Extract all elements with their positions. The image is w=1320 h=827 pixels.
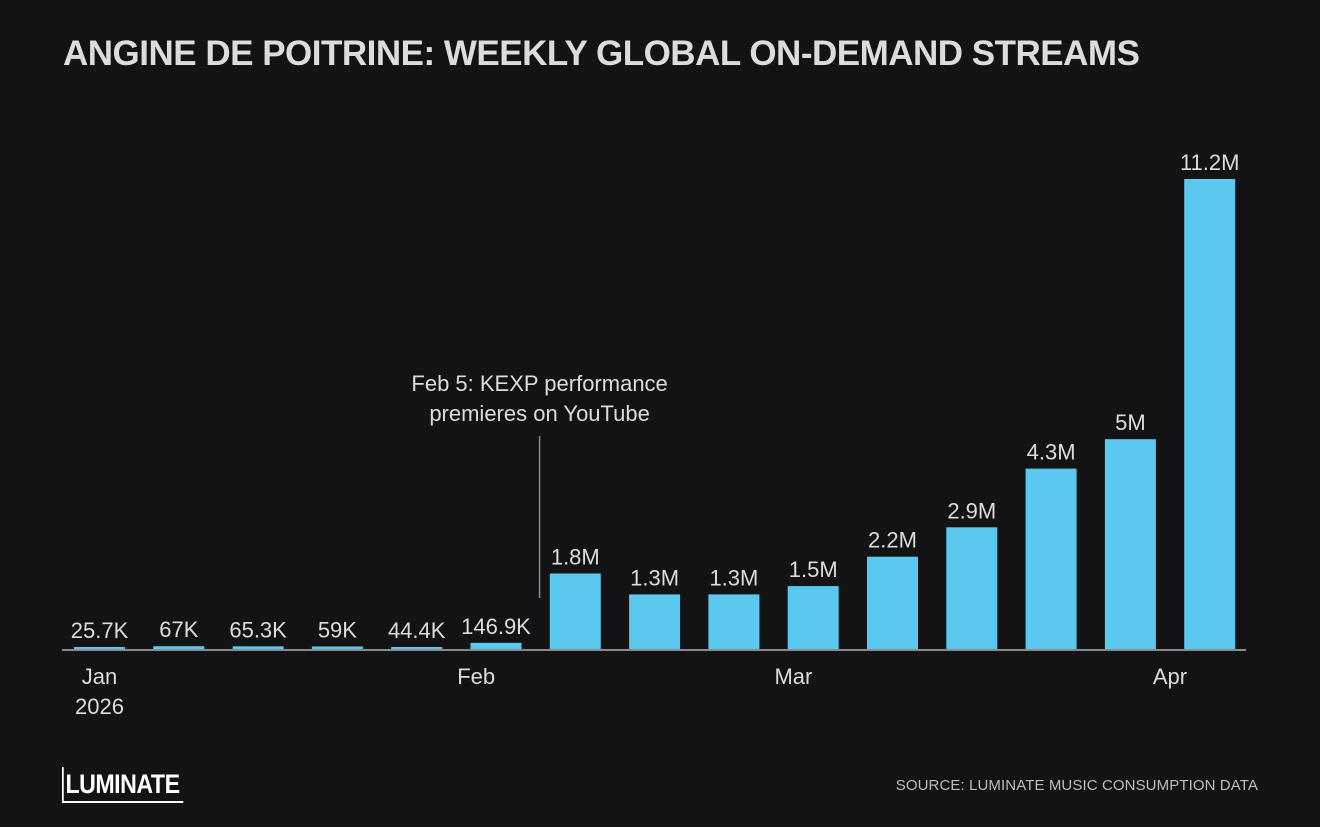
bar	[391, 647, 443, 649]
data-label: 4.3M	[1027, 440, 1076, 465]
data-label: 59K	[318, 618, 357, 643]
x-tick-label: 2026	[75, 694, 124, 719]
data-labels-layer: 25.7K 67K 65.3K 59K 44.4K 146.9K 1.8M 1.3M 1.3M 1…	[71, 150, 1240, 643]
bar	[946, 527, 998, 649]
luminate-logo: LUMINATE	[62, 767, 183, 803]
data-label: 67K	[159, 617, 198, 642]
annotation: Feb 5: KEXP performance premieres on YouT…	[411, 371, 668, 598]
annotation-text: Feb 5: KEXP performance	[411, 371, 667, 396]
bar	[232, 646, 284, 649]
bar	[629, 594, 681, 649]
source-note: SOURCE: LUMINATE MUSIC CONSUMPTION DATA	[895, 777, 1258, 794]
bar	[74, 647, 125, 649]
data-label: 65.3K	[229, 617, 287, 642]
data-label: 1.3M	[630, 565, 679, 590]
bars-layer	[74, 179, 1236, 649]
bar	[708, 594, 760, 649]
x-tick-labels-layer: Jan 2026 Feb Mar Apr	[75, 664, 1187, 719]
bar	[787, 586, 839, 649]
x-tick-label: Jan	[82, 664, 117, 689]
annotation-text: premieres on YouTube	[429, 401, 650, 426]
data-label: 1.3M	[709, 565, 758, 590]
data-label: 5M	[1115, 410, 1146, 435]
data-label: 2.2M	[868, 528, 917, 553]
data-label: 1.8M	[551, 545, 600, 570]
x-tick-label: Apr	[1153, 664, 1187, 689]
bar	[470, 642, 522, 649]
data-label: 1.5M	[789, 557, 838, 582]
data-label: 44.4K	[388, 618, 446, 643]
data-label: 2.9M	[947, 498, 996, 523]
bar	[1184, 179, 1236, 649]
x-tick-label: Feb	[457, 664, 495, 689]
bar	[549, 573, 601, 649]
data-label: 146.9K	[461, 614, 531, 639]
bar	[311, 646, 363, 649]
data-label: 11.2M	[1180, 150, 1240, 175]
x-tick-label: Mar	[774, 664, 812, 689]
bar-chart: 25.7K 67K 65.3K 59K 44.4K 146.9K 1.8M 1.3M 1.3M 1…	[62, 150, 1246, 719]
bar	[867, 556, 918, 649]
data-label: 25.7K	[71, 618, 129, 643]
bar	[153, 646, 205, 649]
bar	[1025, 468, 1077, 649]
bar	[1104, 439, 1156, 649]
chart-title: ANGINE DE POITRINE: WEEKLY GLOBAL ON-DEM…	[63, 34, 1140, 73]
